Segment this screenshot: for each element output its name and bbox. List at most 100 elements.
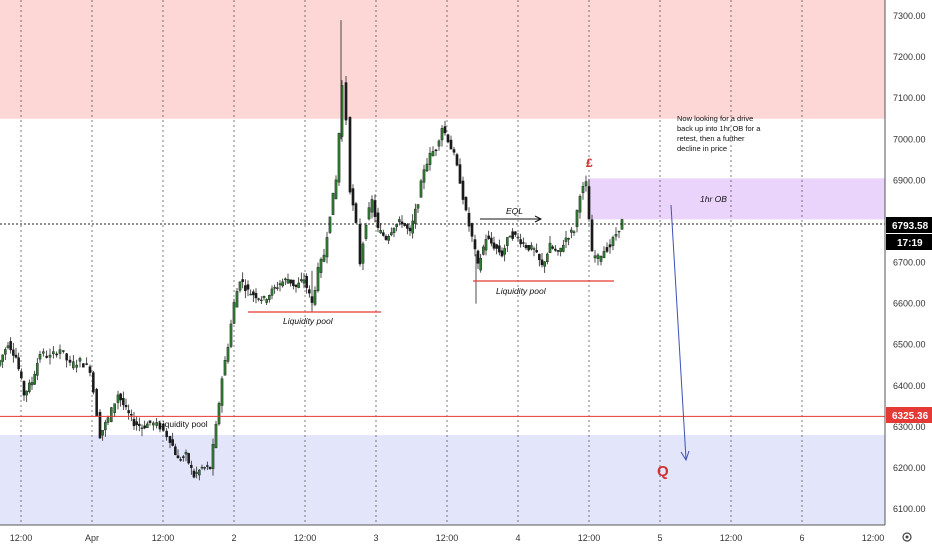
candle-body <box>551 246 554 249</box>
time-tick-label: 12:00 <box>720 533 743 543</box>
candle-body <box>75 364 78 368</box>
candle-body <box>174 446 177 456</box>
candle-body <box>434 149 438 152</box>
candle-body <box>593 255 597 259</box>
candle-body <box>596 254 600 259</box>
price-axis[interactable]: 7300.007200.007100.007000.006900.006800.… <box>893 11 926 514</box>
candle-body <box>440 128 444 141</box>
candle-body <box>587 186 591 220</box>
time-tick-label: 12:00 <box>436 533 459 543</box>
candle-body <box>305 276 308 288</box>
candle-body <box>48 354 52 358</box>
svg-text:17:19: 17:19 <box>897 238 923 249</box>
supply-zone <box>0 0 885 119</box>
candle-body <box>328 216 332 233</box>
candle-body <box>214 423 218 448</box>
candle-body <box>575 210 579 228</box>
candle-body <box>617 230 621 233</box>
candle-body <box>467 212 471 227</box>
candle-body <box>449 139 453 150</box>
candle-body <box>382 232 385 236</box>
candle-body <box>443 126 447 134</box>
candle-body <box>319 258 323 273</box>
candle-body <box>58 349 62 354</box>
candle-body <box>422 169 426 183</box>
candle-body <box>106 417 110 423</box>
candle-body <box>376 212 380 229</box>
candle-body <box>532 248 536 250</box>
candle-body <box>238 281 242 291</box>
candle-body <box>20 371 23 379</box>
candle-body <box>206 465 209 467</box>
time-tick-label: 5 <box>657 533 662 543</box>
candle-body <box>535 250 538 253</box>
candle-body <box>455 154 459 166</box>
candle-body <box>476 250 480 264</box>
candle-body <box>452 149 456 153</box>
candle-body <box>387 236 390 241</box>
candle-body <box>559 247 562 253</box>
candle-body <box>289 279 292 284</box>
price-tick-label: 6600.00 <box>893 299 926 309</box>
candle-body <box>190 464 193 468</box>
candle-body <box>235 291 239 308</box>
candle-body <box>554 248 557 251</box>
candle-body <box>257 298 260 300</box>
candle-body <box>479 257 482 271</box>
candle-body <box>229 323 233 347</box>
candle-body <box>300 279 303 282</box>
candle-body <box>316 266 320 292</box>
candle-body <box>184 452 188 455</box>
candle-body <box>406 224 409 229</box>
candle-body <box>543 261 546 267</box>
candle-body <box>348 116 352 193</box>
candle-body <box>148 420 152 423</box>
candle-body <box>208 466 212 469</box>
price-tick-label: 7300.00 <box>893 11 926 21</box>
candle-body <box>171 439 174 446</box>
candle-body <box>484 239 488 251</box>
projection-arrow-line[interactable] <box>670 204 687 460</box>
eql-arrow-icon <box>534 215 543 223</box>
candle-body <box>567 238 570 240</box>
candle-body <box>82 363 85 368</box>
candle-body <box>270 288 274 296</box>
candle-body <box>211 444 215 470</box>
level-price-tag: 6325.36 <box>886 407 932 423</box>
candle-body <box>110 407 113 422</box>
candle-body <box>524 245 528 249</box>
candle-body <box>461 180 465 200</box>
countdown-tag: 17:19 <box>886 234 932 250</box>
candle-body <box>78 358 82 362</box>
time-tick-label: 12:00 <box>862 533 885 543</box>
price-tick-label: 7100.00 <box>893 93 926 103</box>
candle-body <box>72 361 75 369</box>
time-tick-label: 6 <box>799 533 804 543</box>
candle-body <box>416 204 420 209</box>
candle-body <box>38 353 42 360</box>
candle-body <box>246 284 250 290</box>
price-tick-label: 6100.00 <box>893 504 926 514</box>
time-axis[interactable]: 12:00 Apr 12:00 2 12:00 3 12:00 4 12:00 5 12:00 6 12… <box>10 533 885 543</box>
candle-body <box>9 341 12 351</box>
candle-body <box>198 469 201 476</box>
candle-body <box>431 151 435 157</box>
candle-body <box>425 163 429 172</box>
time-tick-label: 12:00 <box>10 533 33 543</box>
candle-body <box>168 436 172 443</box>
candle-body <box>12 349 15 356</box>
candle-body <box>334 179 338 199</box>
candle-body <box>354 203 358 223</box>
candle-body <box>52 351 55 355</box>
candle-body <box>220 378 224 406</box>
settings-icon[interactable] <box>902 532 912 542</box>
candle-body <box>17 357 20 370</box>
candle-body <box>546 253 549 263</box>
time-tick-label: 12:00 <box>578 533 601 543</box>
candle-body <box>584 181 588 187</box>
annotations: Liquidity pool Liquidity pool Liquidity … <box>158 114 761 480</box>
candle-body <box>119 393 122 401</box>
candle-body <box>101 430 104 436</box>
marker-bottom: Q <box>657 463 669 480</box>
